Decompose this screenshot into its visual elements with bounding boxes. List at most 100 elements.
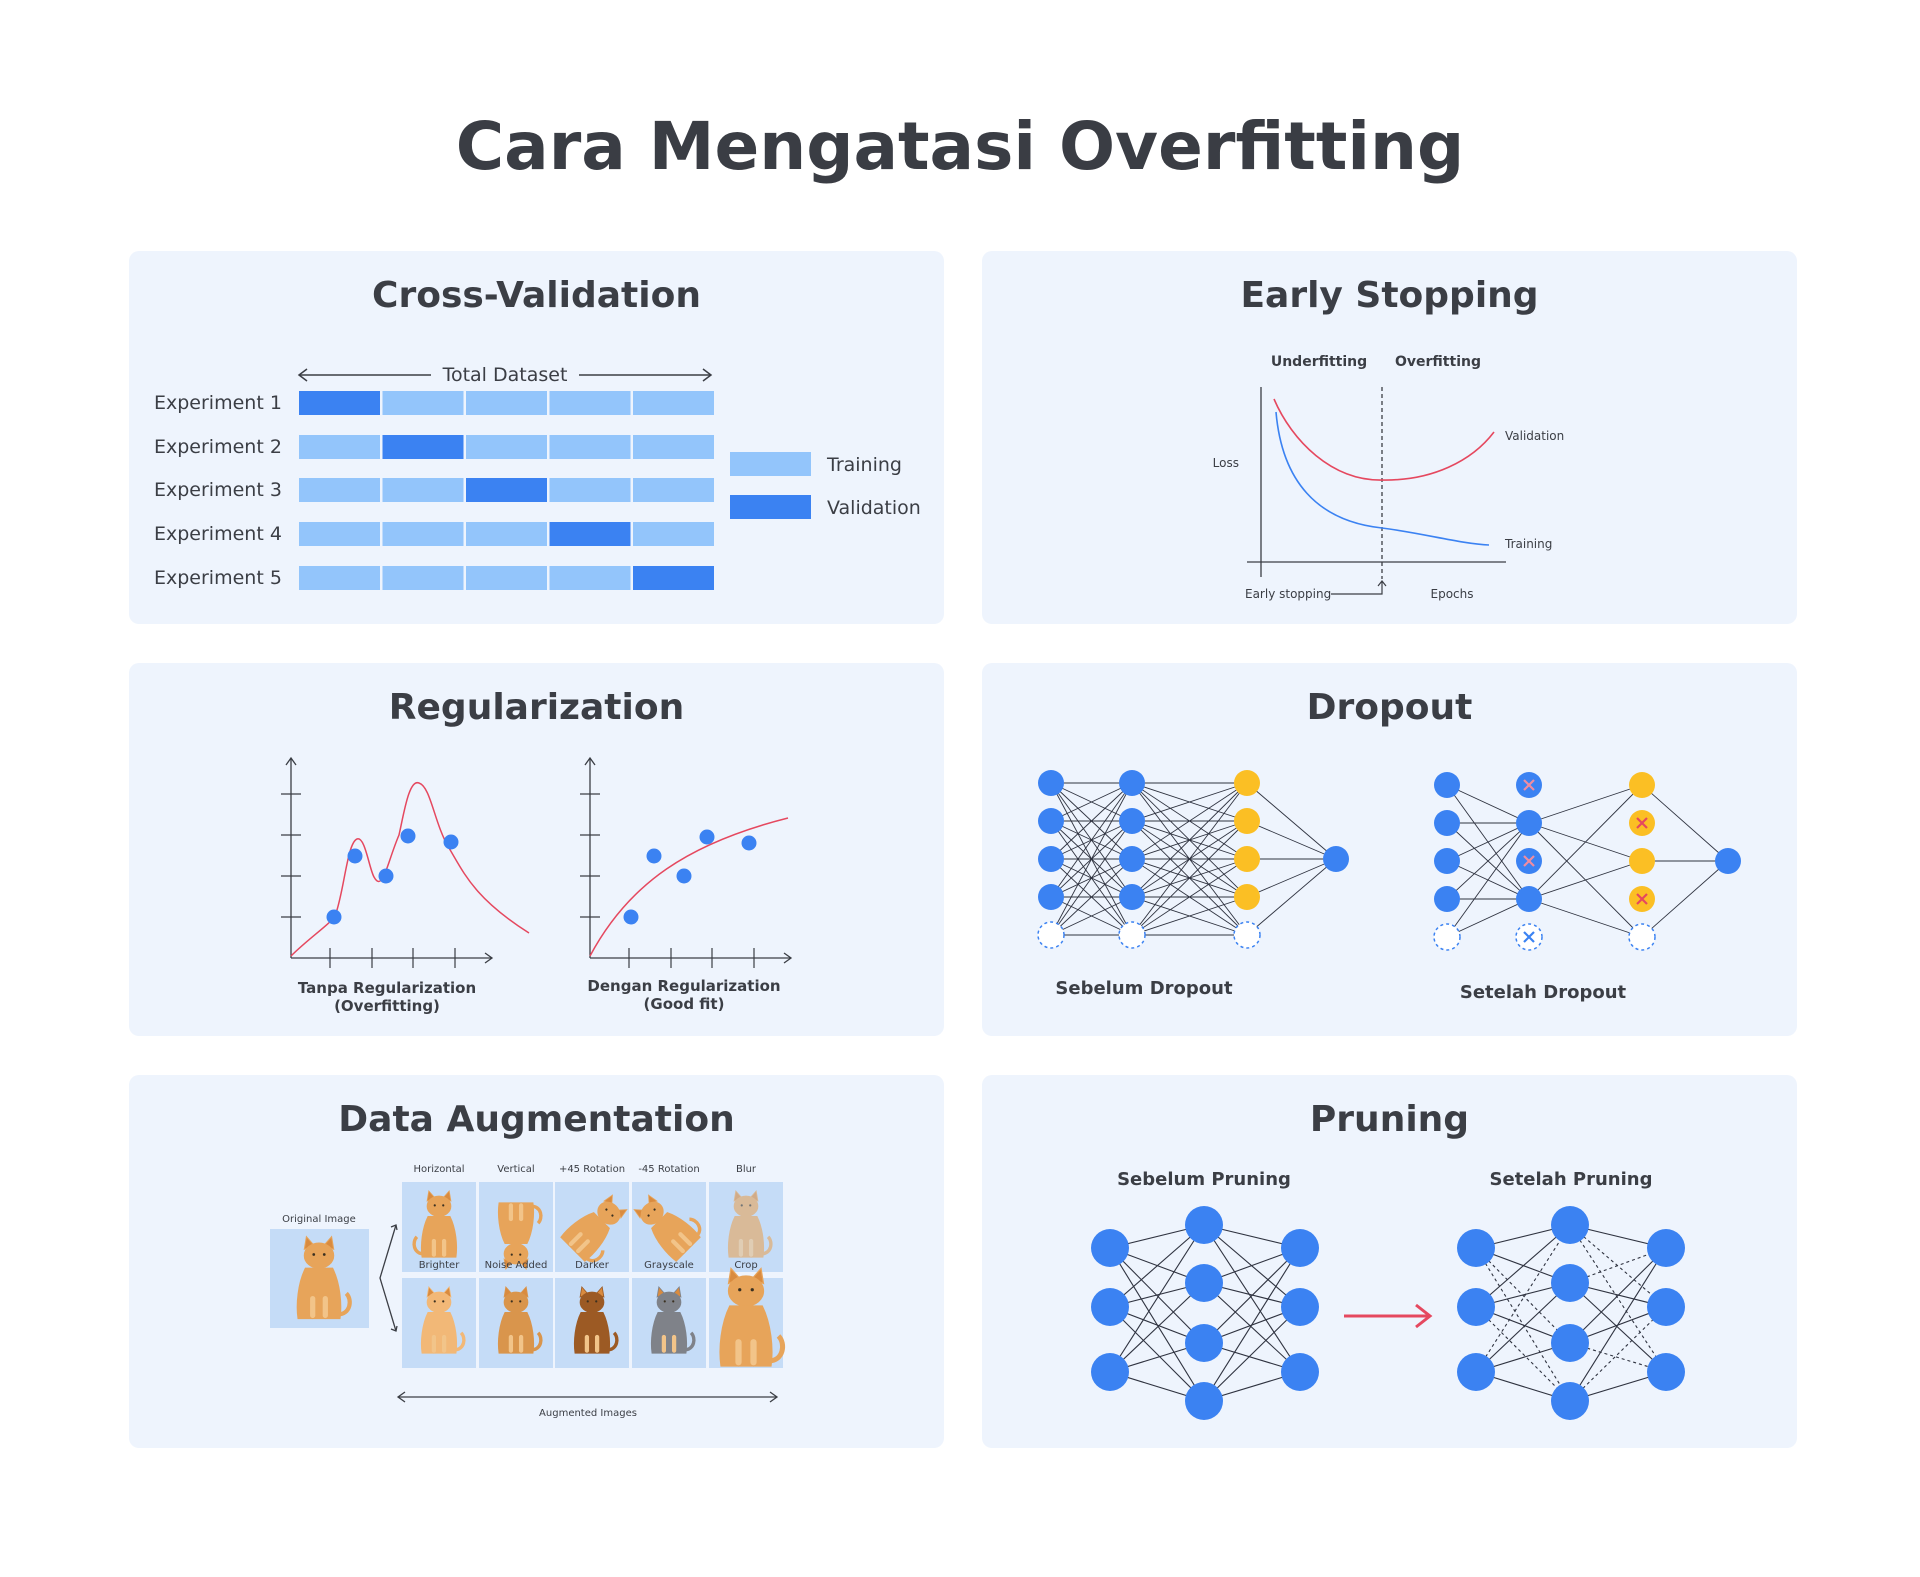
bias-node <box>1233 921 1261 949</box>
underfitting-label: Underfitting <box>1271 354 1367 370</box>
augmentation-label: Crop <box>734 1260 757 1271</box>
neuron-node <box>1234 770 1260 796</box>
augmentation-label: +45 Rotation <box>559 1164 625 1175</box>
neuron-node <box>1457 1353 1495 1391</box>
validation-fold <box>466 478 547 502</box>
connection <box>1109 1224 1205 1308</box>
after-dropout-label: Setelah Dropout <box>1460 982 1627 1003</box>
augmentation-label: Noise Added <box>485 1260 548 1271</box>
bias-node <box>1433 923 1461 951</box>
connection <box>1446 822 1530 900</box>
data-point <box>400 828 416 844</box>
training-fold <box>382 391 464 415</box>
connection <box>1109 1224 1205 1373</box>
training-fold <box>549 435 631 459</box>
connection <box>1131 858 1248 936</box>
early-stopping-panel: Early Stopping Underfitting Overfitting … <box>982 251 1797 624</box>
augmented-grid: Horizontal Vertical +45 Rotation -45 Rotati… <box>402 1164 783 1368</box>
pruned-connection <box>1569 1224 1667 1373</box>
network-after-dropout <box>1433 772 1741 951</box>
training-fold <box>382 566 464 590</box>
neuron-node <box>1457 1288 1495 1326</box>
neuron-node <box>1038 770 1064 796</box>
cv-rows: Experiment 1 Experiment 2 Experiment 3 Expe… <box>154 391 714 590</box>
neuron-node <box>1647 1288 1685 1326</box>
data-augmentation-panel: Data Augmentation Original Image Horizon… <box>129 1075 944 1448</box>
neuron-node <box>1185 1206 1223 1244</box>
training-fold <box>466 435 547 459</box>
neuron-node <box>1234 884 1260 910</box>
validation-fold <box>549 522 631 546</box>
connection <box>1131 820 1248 936</box>
connection <box>1109 1282 1205 1373</box>
training-series-label: Training <box>1504 537 1552 551</box>
pruned-connection <box>1475 1306 1571 1402</box>
network-after-pruning <box>1457 1206 1685 1420</box>
early-stopping-marker-arrow <box>1331 582 1383 595</box>
overfit-plot <box>281 756 530 968</box>
neuron-node <box>1185 1264 1223 1302</box>
connection <box>1246 782 1337 860</box>
data-point <box>326 909 342 925</box>
epochs-label: Epochs <box>1431 587 1474 601</box>
training-fold <box>299 435 380 459</box>
neuron-node <box>1119 808 1145 834</box>
pruned-connection <box>1569 1306 1667 1402</box>
training-fold <box>633 391 714 415</box>
connection <box>1528 784 1643 824</box>
legend-training-swatch <box>730 452 811 476</box>
good-fit-plot <box>580 756 793 968</box>
data-point <box>347 848 363 864</box>
validation-series-label: Validation <box>1505 429 1564 443</box>
regularization-panel: Regularization Tanpa Regularization (Ove… <box>129 663 944 1036</box>
neuron-node <box>1038 884 1064 910</box>
data-point <box>741 835 757 851</box>
neuron-node <box>1281 1288 1319 1326</box>
regularization-diagram: Tanpa Regularization (Overfitting) Denga… <box>281 756 793 1015</box>
goodfit-caption-line2: (Good fit) <box>644 995 725 1013</box>
training-fold <box>466 522 547 546</box>
network-before-dropout <box>1037 770 1349 949</box>
dataset-label: Total Dataset <box>442 364 568 386</box>
neuron-node <box>1629 772 1655 798</box>
data-point <box>623 909 639 925</box>
neuron-node <box>1647 1229 1685 1267</box>
connection <box>1203 1247 1301 1402</box>
neuron-node <box>1457 1229 1495 1267</box>
cross-validation-panel: Cross-Validation Total Dataset Experimen… <box>129 251 944 624</box>
neuron-node <box>1551 1264 1589 1302</box>
neuron-node <box>1434 772 1460 798</box>
early-stopping-marker-label: Early stopping <box>1245 587 1331 601</box>
augmentation-label: Darker <box>575 1260 610 1271</box>
pruning-diagram: Sebelum Pruning Setelah Pruning <box>1091 1169 1685 1420</box>
training-fold <box>382 478 464 502</box>
connection <box>1246 820 1337 860</box>
neuron-node <box>1091 1229 1129 1267</box>
connection <box>1475 1282 1571 1373</box>
augmentation-label: Horizontal <box>413 1164 464 1175</box>
neuron-node <box>1119 884 1145 910</box>
data-point <box>443 834 459 850</box>
connection <box>1569 1247 1667 1344</box>
validation-fold <box>633 566 714 590</box>
training-fold <box>549 391 631 415</box>
early-stopping-diagram: Underfitting Overfitting Loss Validation… <box>1213 354 1565 601</box>
pruned-connection <box>1475 1224 1571 1373</box>
connection <box>1246 858 1337 936</box>
training-fold <box>549 566 631 590</box>
training-fold <box>466 391 547 415</box>
connection <box>1131 782 1248 898</box>
neuron-node <box>1434 848 1460 874</box>
connection <box>1246 858 1337 898</box>
legend-validation-label: Validation <box>827 497 921 519</box>
connection <box>1446 898 1530 938</box>
experiment-label: Experiment 3 <box>154 479 282 501</box>
connection <box>1203 1306 1301 1402</box>
connection <box>1203 1224 1301 1373</box>
connection <box>1050 782 1133 898</box>
connection <box>1528 898 1643 938</box>
connection <box>1528 784 1643 900</box>
neuron-node <box>1516 886 1542 912</box>
pruning-panel: Pruning Sebelum Pruning Setelah Pruning <box>982 1075 1797 1448</box>
